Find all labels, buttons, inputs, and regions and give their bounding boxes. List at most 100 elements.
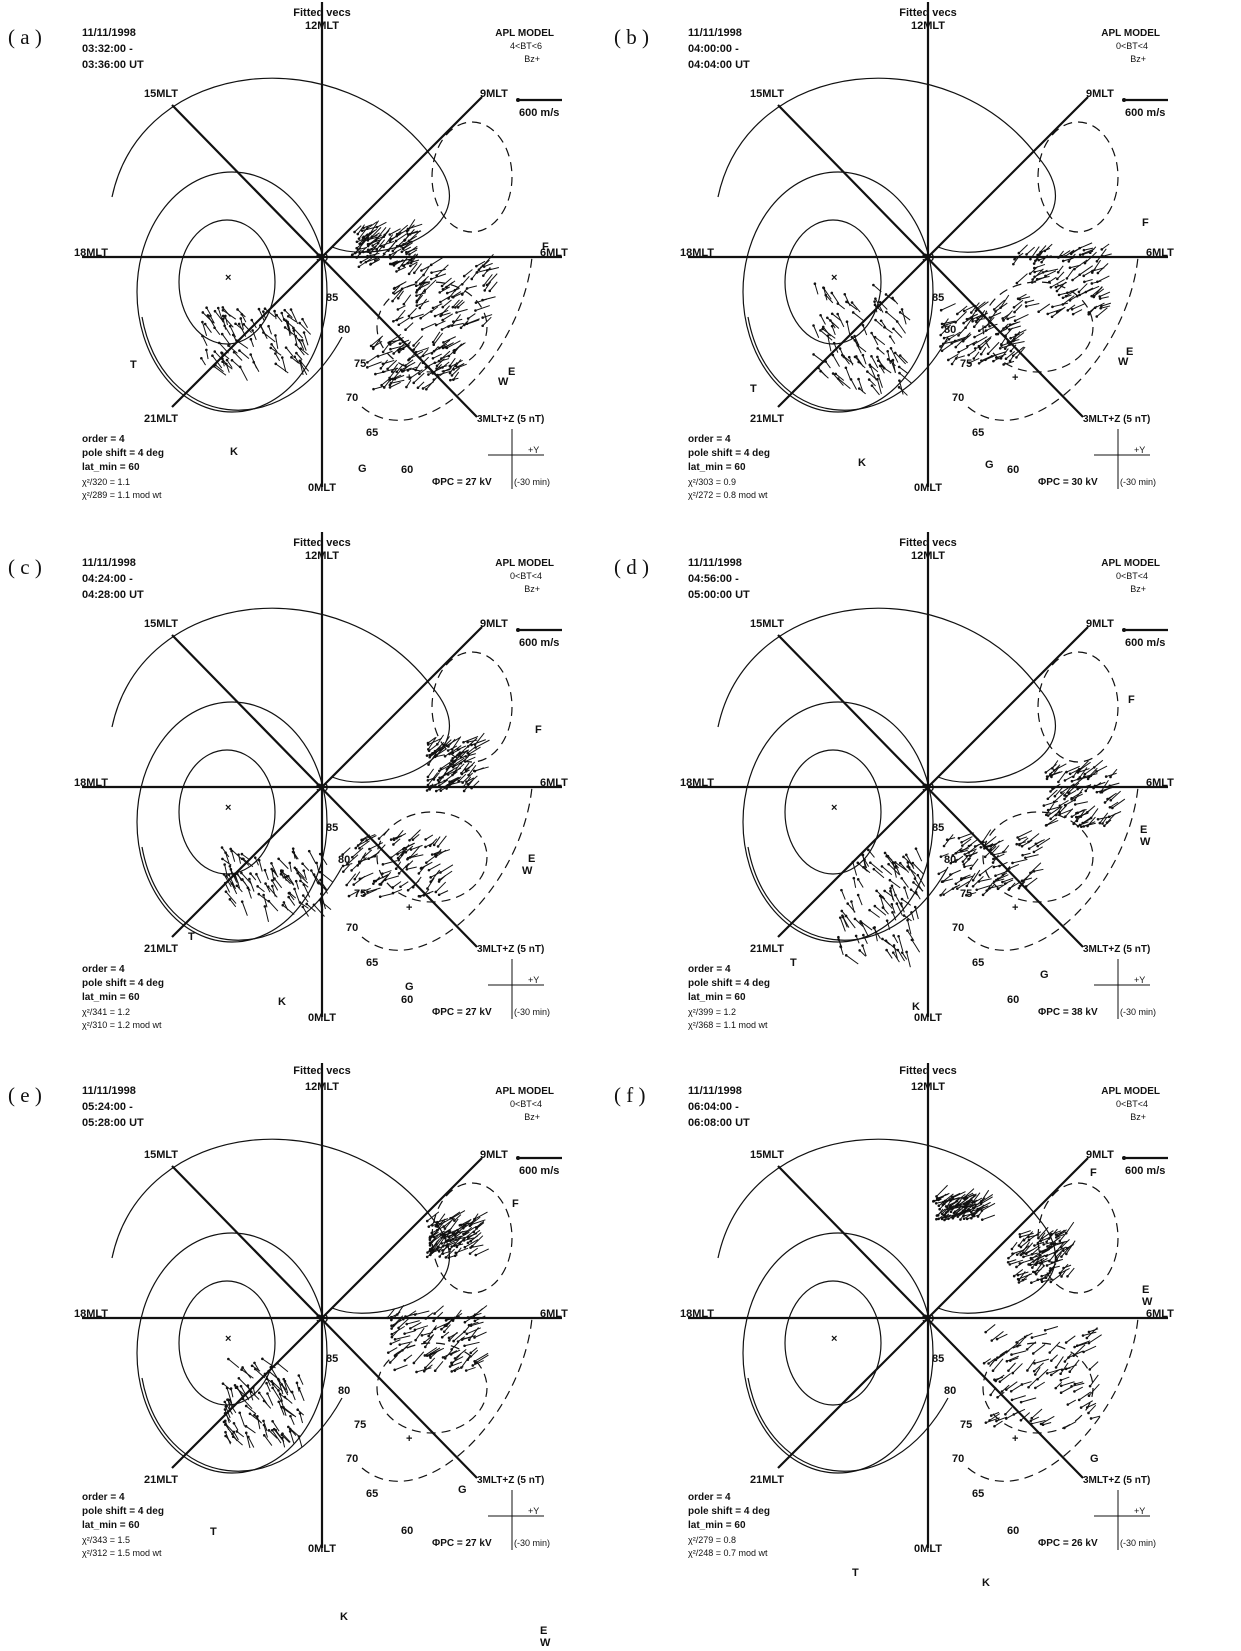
- vector-origin-dot: [405, 867, 409, 871]
- vector-origin-dot: [892, 944, 896, 947]
- velocity-vector: [1037, 275, 1050, 280]
- vector-origin-dot: [201, 334, 204, 338]
- velocity-vector: [901, 898, 912, 906]
- vector-origin-dot: [233, 874, 237, 878]
- vector-origin-dot: [445, 291, 449, 295]
- vector-origin-dot: [426, 1251, 429, 1254]
- vector-origin-dot: [1005, 1350, 1008, 1354]
- vector-origin-dot: [1008, 359, 1012, 363]
- velocity-vector: [271, 880, 279, 891]
- lat-min-text: lat_min = 60: [82, 1520, 140, 1531]
- vector-origin-dot: [465, 1332, 469, 1336]
- velocity-vector: [402, 842, 415, 850]
- vector-origin-dot: [1029, 1422, 1033, 1426]
- velocity-vector: [944, 321, 955, 326]
- velocity-vector: [212, 355, 223, 369]
- vector-origin-dot: [1036, 1377, 1039, 1381]
- vector-origin-dot: [1058, 811, 1061, 814]
- velocity-vector: [977, 1205, 989, 1211]
- velocity-vector: [1057, 1231, 1066, 1237]
- vector-origin-dot: [1039, 1422, 1043, 1426]
- velocity-vector: [430, 256, 445, 266]
- velocity-vector: [1015, 329, 1027, 336]
- mlt-6: 6MLT: [540, 777, 568, 789]
- velocity-vector: [435, 1213, 446, 1227]
- vector-origin-dot: [247, 1435, 250, 1439]
- velocity-vector: [228, 345, 238, 354]
- vector-origin-dot: [866, 370, 869, 373]
- velocity-vector: [845, 954, 859, 965]
- velocity-vector: [1092, 267, 1105, 272]
- vector-origin-dot: [289, 1414, 292, 1418]
- vector-origin-dot: [1027, 1385, 1030, 1389]
- vector-origin-dot: [979, 846, 983, 849]
- velocity-vector: [442, 1232, 452, 1237]
- velocity-vector: [1061, 1381, 1075, 1387]
- vector-origin-dot: [205, 306, 208, 310]
- vector-origin-dot: [366, 254, 369, 258]
- time-start: 06:04:00 -: [688, 1101, 739, 1113]
- vector-origin-dot: [957, 334, 960, 337]
- vector-origin-dot: [424, 845, 427, 849]
- vector-origin-dot: [481, 316, 484, 319]
- vector-origin-dot: [397, 858, 400, 862]
- vector-origin-dot: [1035, 277, 1039, 281]
- vector-origin-dot: [1019, 1418, 1023, 1422]
- velocity-vector: [475, 739, 490, 748]
- velocity-vector: [842, 916, 850, 928]
- velocity-vector: [1082, 1331, 1097, 1337]
- velocity-vector: [440, 864, 454, 873]
- velocity-vector: [1077, 768, 1090, 773]
- velocity-vector: [1038, 303, 1051, 313]
- velocity-vector: [467, 1233, 478, 1238]
- vector-origin-dot: [1068, 266, 1072, 270]
- contour-solid: [111, 77, 450, 253]
- station-F: F: [1128, 694, 1135, 706]
- velocity-vector: [1055, 1247, 1065, 1258]
- model-name: APL MODEL: [495, 28, 554, 39]
- velocity-vector: [873, 284, 882, 293]
- contour-solid: [717, 77, 1056, 253]
- velocity-vector: [951, 1192, 961, 1198]
- velocity-vector: [365, 257, 378, 263]
- velocity-vector: [271, 1380, 284, 1392]
- velocity-vector: [1068, 253, 1076, 262]
- vector-origin-dot: [414, 284, 418, 288]
- vector-origin-dot: [423, 1340, 426, 1344]
- vector-origin-dot: [212, 365, 216, 368]
- vector-origin-dot: [263, 1372, 267, 1376]
- vector-origin-dot: [426, 887, 429, 890]
- vector-origin-dot: [437, 781, 441, 784]
- velocity-vector: [1033, 868, 1044, 872]
- vector-origin-dot: [1033, 270, 1036, 274]
- velocity-vector: [459, 1221, 474, 1226]
- velocity-vector: [389, 381, 401, 388]
- velocity-vector: [444, 1228, 460, 1236]
- y-label: +Y: [1134, 445, 1145, 455]
- velocity-vector: [991, 1411, 1000, 1417]
- vector-origin-dot: [1018, 1235, 1022, 1239]
- scale-label: 600 m/s: [519, 637, 559, 649]
- velocity-vector: [293, 330, 298, 346]
- velocity-vector: [359, 246, 367, 254]
- velocity-vector: [1008, 882, 1016, 891]
- vector-origin-dot: [293, 887, 296, 891]
- vector-origin-dot: [1068, 772, 1072, 776]
- velocity-vector: [846, 301, 858, 311]
- velocity-vector: [233, 1423, 239, 1431]
- vector-origin-dot: [433, 361, 437, 365]
- velocity-vector: [285, 876, 295, 886]
- velocity-vector: [413, 335, 424, 346]
- velocity-vector: [901, 952, 908, 960]
- velocity-vector: [471, 780, 480, 789]
- velocity-vector: [966, 1214, 981, 1220]
- vector-origin-dot: [408, 377, 412, 380]
- velocity-vector: [1010, 1384, 1022, 1392]
- velocity-vector: [240, 318, 244, 330]
- velocity-vector: [1019, 1230, 1031, 1235]
- velocity-vector: [961, 875, 974, 881]
- vector-origin-dot: [398, 1343, 402, 1346]
- vector-origin-dot: [223, 1400, 227, 1404]
- velocity-vector: [234, 875, 239, 884]
- vector-origin-dot: [819, 329, 822, 332]
